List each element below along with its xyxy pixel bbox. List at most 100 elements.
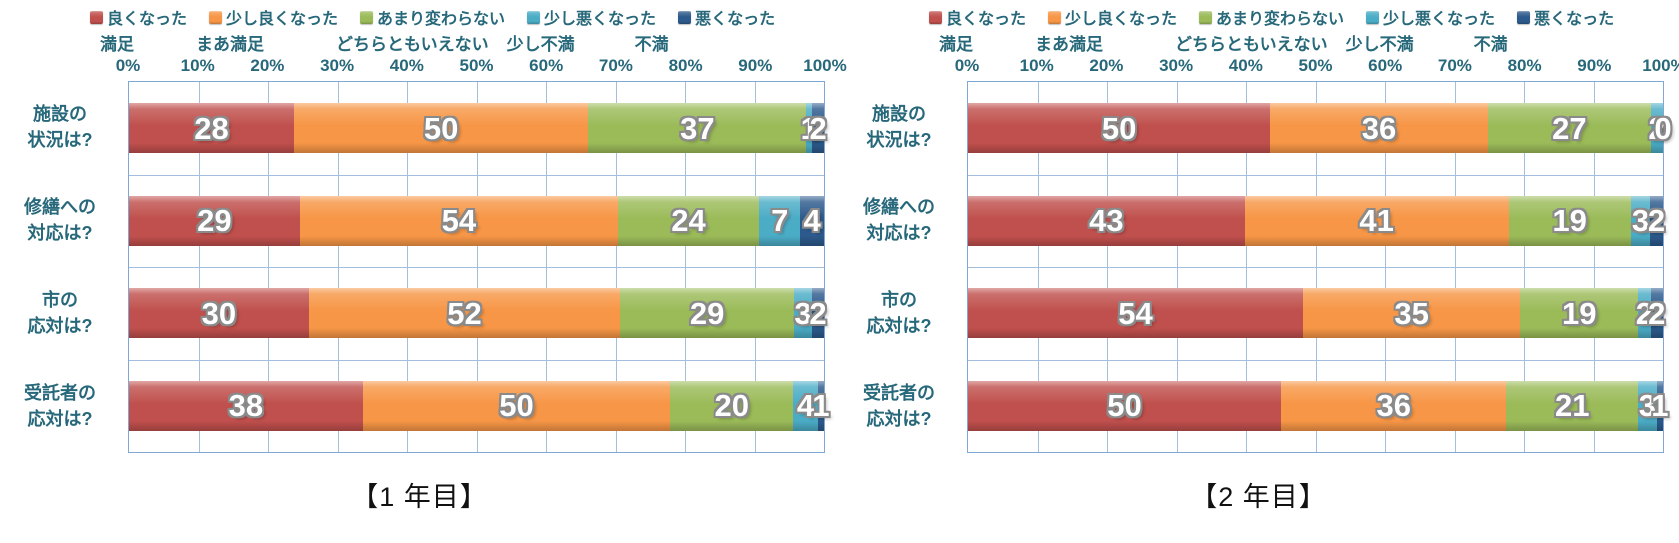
bar-segment: 1 [812,380,830,431]
legend-label: 良くなった [946,11,1027,28]
bar-segment: 3 [1637,380,1657,431]
bar-segment: 2 [1648,103,1666,154]
segment-value-label: 3 [1638,388,1656,424]
stacked-bar: 29 54 24 7 4 [129,195,824,246]
bar-segment: 4 [800,195,824,246]
segment-value-label: 29 [689,295,725,331]
x-tick-label: 80% [668,56,703,75]
bar-segment: 43 [968,195,1245,246]
category-label: 修繕への 対応は? [863,196,935,243]
bar-band: 38 50 20 4 1 [129,360,830,453]
stacked-bar: 43 41 19 3 2 [968,195,1666,246]
bar-band: 50 36 27 2 0 [968,82,1672,175]
segment-value-label: 19 [1552,203,1587,239]
legend-swatch-icon [209,10,223,24]
segment-value-label: 28 [194,110,229,146]
bar-band: 30 52 29 3 2 [129,267,827,360]
bar-segment: 28 [129,103,294,154]
x-tick-label: 50% [459,56,494,75]
legend-item: あまり変わらない [360,5,505,29]
segment-value-label: 1 [812,388,830,424]
legend-swatch-icon [90,10,103,24]
x-tick-label: 30% [1159,56,1194,75]
bar-segment: 2 [1647,195,1666,246]
bar-segment: 37 [588,103,807,154]
satisfaction-label: 少し不満 [1345,35,1414,54]
chart-year-1: 良くなった 少し良くなった あまり変わらない 少し悪くなった 悪くなった 満足 まあ満足 ど… [0,4,847,514]
legend-item: あまり変わらない [1199,5,1344,29]
plot-row: 施設の 状況は? 修繕への 対応は? 市の 応対は? 受託者の 応対は? 50 36 27 2 0 43… [839,81,1678,453]
bar-segment: 19 [1508,195,1631,246]
bar-segment: 19 [1520,288,1639,339]
gridline-horizontal [129,359,824,361]
segment-value-label: 2 [1635,295,1653,331]
segment-value-label: 36 [1361,110,1397,146]
legend-swatch-icon [360,10,374,24]
segment-value-label: 24 [671,203,706,239]
segment-value-label: 52 [447,295,482,331]
satisfaction-label: まあ満足 [196,35,264,54]
bar-segment: 36 [1270,103,1488,154]
x-tick-label: 30% [320,56,355,75]
bar-band: 54 35 19 2 2 [968,267,1666,360]
x-tick-label: 40% [1228,56,1263,75]
bar-segment: 2 [1648,288,1666,339]
satisfaction-label: どちらともいえない [336,35,489,54]
segment-value-label: 20 [714,388,749,424]
legend-label: 少し良くなった [1065,11,1178,28]
legend-satisfaction-row: 満足 まあ満足 どちらともいえない 少し不満 不満 [0,30,839,55]
x-tick-label: 50% [1298,56,1333,75]
charts-row: 良くなった 少し良くなった あまり変わらない 少し悪くなった 悪くなった 満足 まあ満足 ど… [0,4,1679,514]
stacked-bar: 50 36 27 2 0 [968,103,1672,154]
category-label: 施設の 状況は? [27,103,93,150]
segment-value-label: 4 [796,388,815,424]
segment-value-label: 3 [1631,203,1650,239]
bar-segment: 2 [809,288,827,339]
stacked-bar: 28 50 37 1 2 [129,103,827,154]
legend-label: 少し悪くなった [1383,11,1496,28]
bar-segment: 29 [620,288,795,339]
satisfaction-label: 満足 [939,35,973,54]
segment-value-label: 50 [423,110,459,146]
legend-item: 悪くなった [1517,5,1614,29]
category-label: 市の 応対は? [27,289,93,336]
legend-item: 少し悪くなった [527,5,656,29]
x-tick-label: 20% [250,56,285,75]
x-tick-label: 20% [1089,56,1124,75]
segment-value-label: 43 [1089,203,1124,239]
bar-segment: 24 [617,195,760,246]
segment-value-label: 29 [197,203,232,239]
x-axis-ticks: 0% 10% 20% 30% 40% 50% 60% 70% 80% 90% 100% [955,55,1679,81]
plot-area: 50 36 27 2 0 43 41 19 3 2 54 35 19 2 2 50 36 21 3 1 [967,81,1672,453]
gridline-horizontal [968,174,1663,176]
x-tick-label: 0% [115,56,141,75]
plot-area: 28 50 37 1 2 29 54 24 7 4 30 52 29 3 2 38 50 20 4 1 [128,81,830,453]
segment-value-label: 38 [228,388,264,424]
legend-item: 良くなった [929,5,1026,29]
segment-value-label: 1 [800,110,818,146]
legend-swatch-icon [1199,10,1213,24]
legend-label: 悪くなった [695,11,776,28]
bar-segment: 3 [1630,195,1651,246]
category-label: 受託者の 応対は? [24,382,96,429]
segment-value-label: 2 [1647,203,1666,239]
segment-value-label: 2 [1648,295,1666,331]
gridline-horizontal [968,267,1663,268]
segment-value-label: 54 [1118,295,1153,331]
segment-value-label: 50 [1107,388,1142,424]
chart-caption: 【2 年目】 [1190,482,1327,512]
bar-segment: 35 [1303,288,1521,339]
x-tick-label: 100% [803,56,847,75]
legend-label: 悪くなった [1534,11,1615,28]
segment-value-label: 2 [809,110,827,146]
x-tick-label: 90% [1577,56,1612,75]
gridline-horizontal [129,267,824,268]
x-tick-label: 80% [1507,56,1542,75]
stacked-bar: 38 50 20 4 1 [129,380,830,431]
bar-segment: 3 [794,288,812,339]
segment-value-label: 4 [803,203,821,239]
segment-value-label: 3 [794,295,812,331]
bar-segment: 52 [308,288,621,339]
segment-value-label: 54 [441,203,477,239]
bar-band: 28 50 37 1 2 [129,82,827,175]
